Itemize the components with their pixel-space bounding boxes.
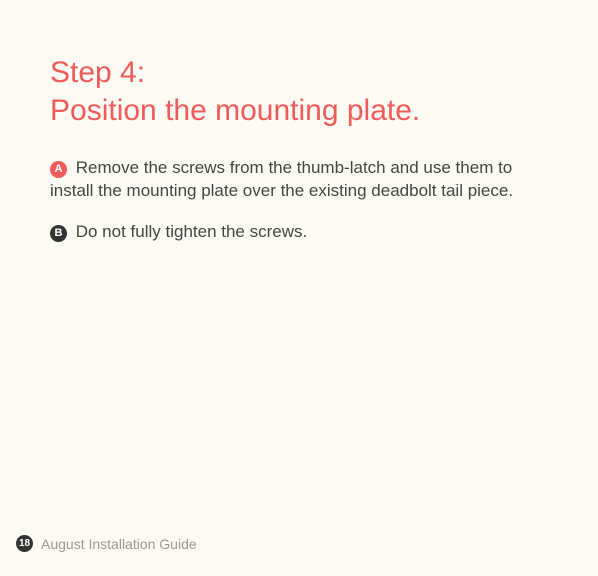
- page-footer: 18 August Installation Guide: [16, 535, 197, 552]
- step-label: Step 4:: [50, 55, 548, 91]
- badge-b-icon: B: [50, 225, 67, 242]
- instruction-b: B Do not fully tighten the screws.: [50, 221, 548, 244]
- footer-guide-title: August Installation Guide: [41, 536, 197, 552]
- instruction-b-text: Do not fully tighten the screws.: [71, 222, 307, 241]
- step-title: Position the mounting plate.: [50, 93, 548, 129]
- instruction-a-text: Remove the screws from the thumb-latch a…: [50, 158, 513, 200]
- page-content: Step 4: Position the mounting plate. A R…: [0, 0, 598, 244]
- badge-a-icon: A: [50, 161, 67, 178]
- instruction-a: A Remove the screws from the thumb-latch…: [50, 157, 548, 203]
- page-number-badge: 18: [16, 535, 33, 552]
